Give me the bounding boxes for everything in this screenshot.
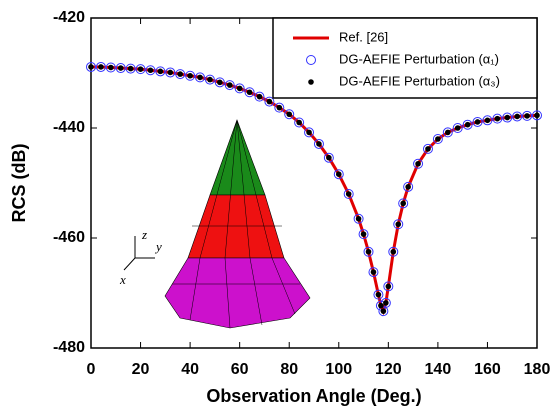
marker: [366, 249, 372, 255]
y-axis-title: RCS (dB): [9, 144, 29, 223]
marker: [415, 161, 421, 167]
x-tick-label: 100: [325, 361, 352, 378]
marker: [227, 82, 233, 88]
x-tick-label: 180: [524, 361, 551, 378]
marker: [405, 184, 411, 190]
marker: [395, 221, 401, 227]
x-tick-label: 120: [375, 361, 402, 378]
marker: [504, 115, 510, 121]
marker: [167, 70, 173, 76]
marker: [390, 249, 396, 255]
marker: [316, 141, 322, 147]
marker: [148, 67, 154, 73]
marker: [108, 65, 114, 71]
marker: [177, 71, 183, 77]
marker: [207, 77, 213, 83]
marker: [378, 303, 384, 309]
x-tick-label: 80: [280, 361, 298, 378]
marker: [534, 113, 540, 119]
marker: [383, 300, 389, 306]
marker: [306, 130, 312, 136]
x-tick-label: 0: [87, 361, 96, 378]
marker: [128, 66, 134, 72]
marker: [514, 114, 520, 120]
marker: [386, 284, 392, 290]
inset-cone: [165, 120, 310, 328]
marker: [197, 75, 203, 81]
marker: [257, 94, 263, 100]
marker: [346, 191, 352, 197]
marker: [356, 216, 362, 222]
marker: [465, 122, 471, 128]
legend-label: DG-AEFIE Perturbation (α₁): [339, 51, 499, 66]
y-tick-label: -460: [53, 229, 85, 246]
marker: [495, 116, 501, 122]
marker: [247, 89, 253, 95]
marker: [435, 136, 441, 142]
x-tick-label: 160: [474, 361, 501, 378]
inset-axis-label: z: [141, 227, 147, 242]
marker: [371, 269, 377, 275]
x-axis-title: Observation Angle (Deg.): [206, 386, 421, 406]
x-tick-label: 140: [425, 361, 452, 378]
x-tick-label: 60: [231, 361, 249, 378]
marker: [425, 146, 431, 152]
marker: [88, 64, 94, 70]
marker: [277, 105, 283, 111]
marker: [217, 80, 223, 86]
marker: [400, 201, 406, 207]
legend-label: DG-AEFIE Perturbation (α₃): [339, 73, 500, 88]
inset-axis-label: x: [119, 272, 126, 287]
marker: [381, 308, 387, 314]
marker: [475, 119, 481, 125]
marker: [138, 66, 144, 72]
marker: [118, 65, 124, 71]
marker: [187, 73, 193, 79]
marker: [267, 99, 273, 105]
y-tick-label: -440: [53, 119, 85, 136]
marker: [485, 118, 491, 124]
marker: [158, 69, 164, 75]
marker: [455, 125, 461, 131]
marker: [445, 130, 451, 136]
marker: [98, 64, 104, 70]
x-tick-label: 40: [181, 361, 199, 378]
x-tick-label: 20: [132, 361, 150, 378]
marker: [336, 171, 342, 177]
marker: [376, 292, 382, 298]
legend-label: Ref. [26]: [339, 29, 388, 44]
marker: [286, 111, 292, 117]
legend-marker: [308, 79, 314, 85]
y-tick-label: -480: [53, 339, 85, 356]
series-line: [91, 67, 537, 311]
marker: [296, 120, 302, 126]
inset-axis-label: y: [154, 239, 162, 254]
y-tick-label: -420: [53, 9, 85, 26]
marker: [237, 86, 243, 92]
chart: z y x Observation Angle (Deg.) RCS (dB) …: [0, 0, 551, 410]
marker: [361, 231, 367, 237]
inset-axes: [124, 236, 155, 270]
marker: [524, 113, 530, 119]
marker: [326, 155, 332, 161]
